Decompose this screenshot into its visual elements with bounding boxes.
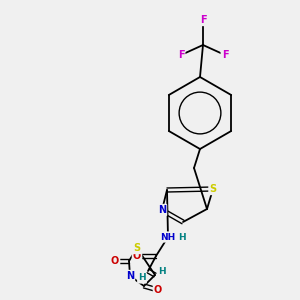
Text: S: S bbox=[134, 243, 141, 253]
Text: H: H bbox=[158, 266, 166, 275]
Text: O: O bbox=[111, 256, 119, 266]
Text: NH: NH bbox=[160, 232, 175, 242]
Text: N: N bbox=[126, 271, 134, 281]
Text: O: O bbox=[154, 285, 162, 295]
Text: S: S bbox=[209, 184, 217, 194]
Text: N: N bbox=[158, 205, 166, 215]
Text: H: H bbox=[138, 274, 146, 283]
Text: O: O bbox=[133, 251, 141, 261]
Text: H: H bbox=[178, 232, 186, 242]
Text: F: F bbox=[222, 50, 228, 60]
Text: F: F bbox=[178, 50, 184, 60]
Text: F: F bbox=[200, 15, 206, 25]
